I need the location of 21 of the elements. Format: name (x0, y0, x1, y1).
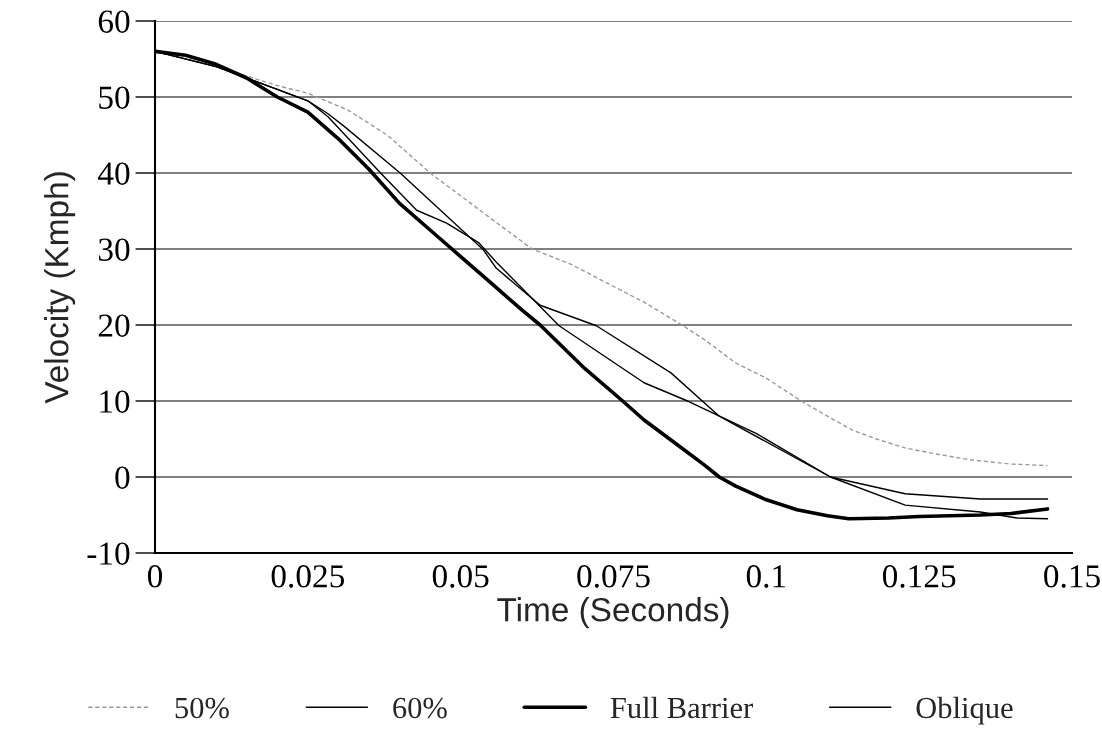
x-tick-label: 0.05 (432, 565, 489, 588)
x-tick-label: 0.15 (1044, 565, 1100, 588)
x-axis-title: Time (Seconds) (497, 597, 729, 629)
x-tick-label: 0.1 (746, 565, 786, 588)
x-tick-label: 0.025 (271, 565, 345, 588)
legend-label: 60% (393, 697, 447, 719)
legend-label: 50% (175, 697, 229, 719)
y-tick-label: 20 (98, 314, 130, 337)
x-tick-label: 0 (147, 565, 163, 588)
legend-label: Full Barrier (610, 696, 753, 719)
x-tick-label: 0.125 (882, 565, 956, 588)
y-tick-label: 30 (98, 238, 130, 261)
y-tick-label: -10 (87, 542, 130, 565)
y-tick-label: 50 (99, 86, 130, 109)
y-tick-label: 0 (115, 466, 130, 489)
y-tick-label: 40 (98, 162, 130, 185)
legend-label: Oblique (916, 696, 1013, 725)
x-tick-label: 0.075 (577, 565, 650, 588)
y-tick-label: 10 (100, 390, 130, 413)
y-tick-label: 60 (98, 10, 130, 33)
y-axis-title: Velocity (Kmph) (44, 172, 76, 404)
